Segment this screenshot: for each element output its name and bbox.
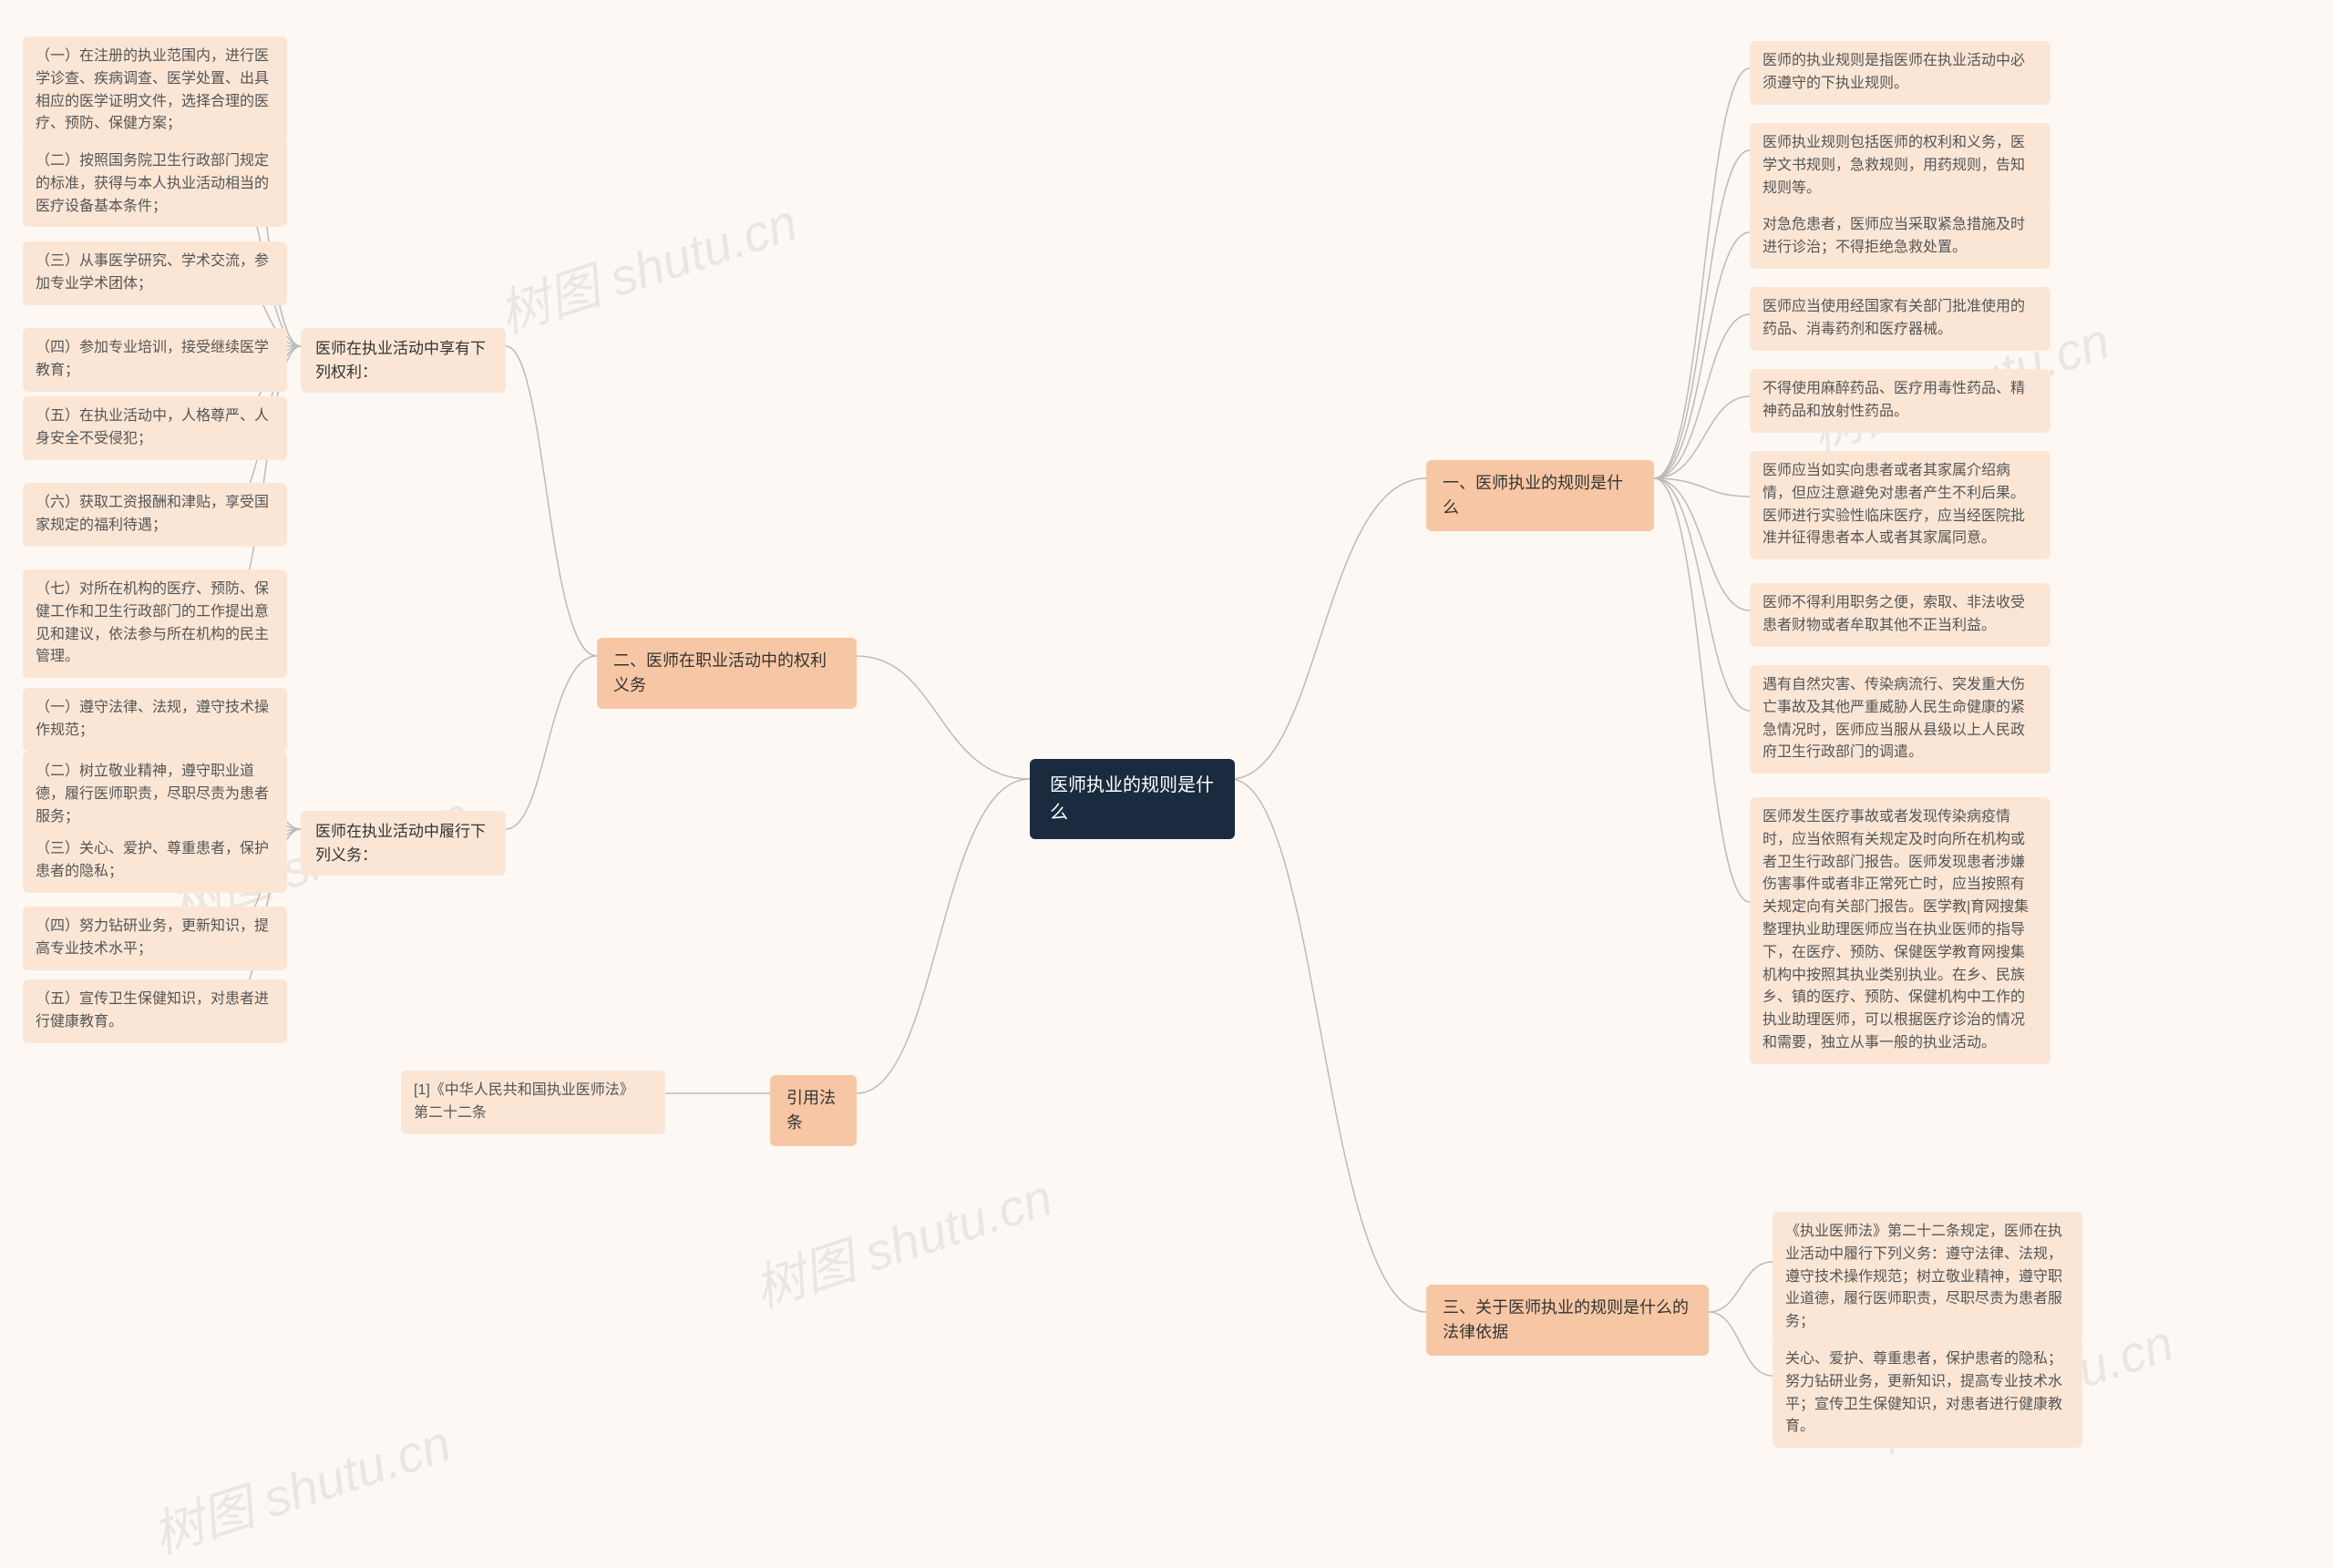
watermark: 树图 shutu.cn [142,1403,459,1568]
section-3[interactable]: 三、关于医师执业的规则是什么的法律依据 [1426,1285,1709,1356]
duties-item-4: （五）宣传卫生保健知识，对患者进行健康教育。 [23,979,287,1043]
section1-item-4: 不得使用麻醉药品、医疗用毒性药品、精神药品和放射性药品。 [1750,369,2050,433]
citation-section[interactable]: 引用法条 [770,1075,857,1146]
sub-duties[interactable]: 医师在执业活动中履行下列义务： [301,811,506,876]
section1-item-0: 医师的执业规则是指医师在执业活动中必须遵守的下执业规则。 [1750,41,2050,105]
watermark: 树图 shutu.cn [488,182,806,348]
rights-item-2: （三）从事医学研究、学术交流，参加专业学术团体； [23,241,287,305]
section1-item-6: 医师不得利用职务之便，索取、非法收受患者财物或者牟取其他不正当利益。 [1750,583,2050,647]
duties-item-2: （三）关心、爱护、尊重患者，保护患者的隐私； [23,829,287,893]
section-2[interactable]: 二、医师在职业活动中的权利义务 [597,638,857,709]
citation-item-0: [1]《中华人民共和国执业医师法》 第二十二条 [401,1071,665,1134]
duties-item-0: （一）遵守法律、法规，遵守技术操作规范； [23,688,287,752]
rights-item-5: （六）获取工资报酬和津贴，享受国家规定的福利待遇； [23,483,287,547]
root-node[interactable]: 医师执业的规则是什么 [1030,759,1235,839]
section1-item-3: 医师应当使用经国家有关部门批准使用的药品、消毒药剂和医疗器械。 [1750,287,2050,351]
section1-item-7: 遇有自然灾害、传染病流行、突发重大伤亡事故及其他严重威胁人民生命健康的紧急情况时… [1750,665,2050,774]
rights-item-1: （二）按照国务院卫生行政部门规定的标准，获得与本人执业活动相当的医疗设备基本条件… [23,141,287,227]
duties-item-1: （二）树立敬业精神，遵守职业道德，履行医师职责，尽职尽责为患者服务； [23,752,287,837]
section1-item-2: 对急危患者，医师应当采取紧急措施及时进行诊治；不得拒绝急救处置。 [1750,205,2050,269]
duties-item-3: （四）努力钻研业务，更新知识，提高专业技术水平； [23,907,287,970]
section1-item-1: 医师执业规则包括医师的权利和义务，医学文书规则，急救规则，用药规则，告知规则等。 [1750,123,2050,209]
rights-item-3: （四）参加专业培训，接受继续医学教育； [23,328,287,392]
section3-item-0: 《执业医师法》第二十二条规定，医师在执业活动中履行下列义务：遵守法律、法规，遵守… [1773,1212,2082,1343]
section-1[interactable]: 一、医师执业的规则是什么 [1426,460,1654,531]
rights-item-6: （七）对所在机构的医疗、预防、保健工作和卫生行政部门的工作提出意见和建议，依法参… [23,569,287,678]
section1-item-5: 医师应当如实向患者或者其家属介绍病情，但应注意避免对患者产生不利后果。医师进行实… [1750,451,2050,559]
rights-item-4: （五）在执业活动中，人格尊严、人身安全不受侵犯； [23,396,287,460]
watermark: 树图 shutu.cn [744,1157,1061,1323]
section1-item-8: 医师发生医疗事故或者发现传染病疫情时，应当依照有关规定及时向所在机构或者卫生行政… [1750,797,2050,1064]
rights-item-0: （一）在注册的执业范围内，进行医学诊查、疾病调查、医学处置、出具相应的医学证明文… [23,36,287,145]
sub-rights[interactable]: 医师在执业活动中享有下列权利： [301,328,506,393]
section3-item-1: 关心、爱护、尊重患者，保护患者的隐私；努力钻研业务，更新知识，提高专业技术水平；… [1773,1339,2082,1448]
